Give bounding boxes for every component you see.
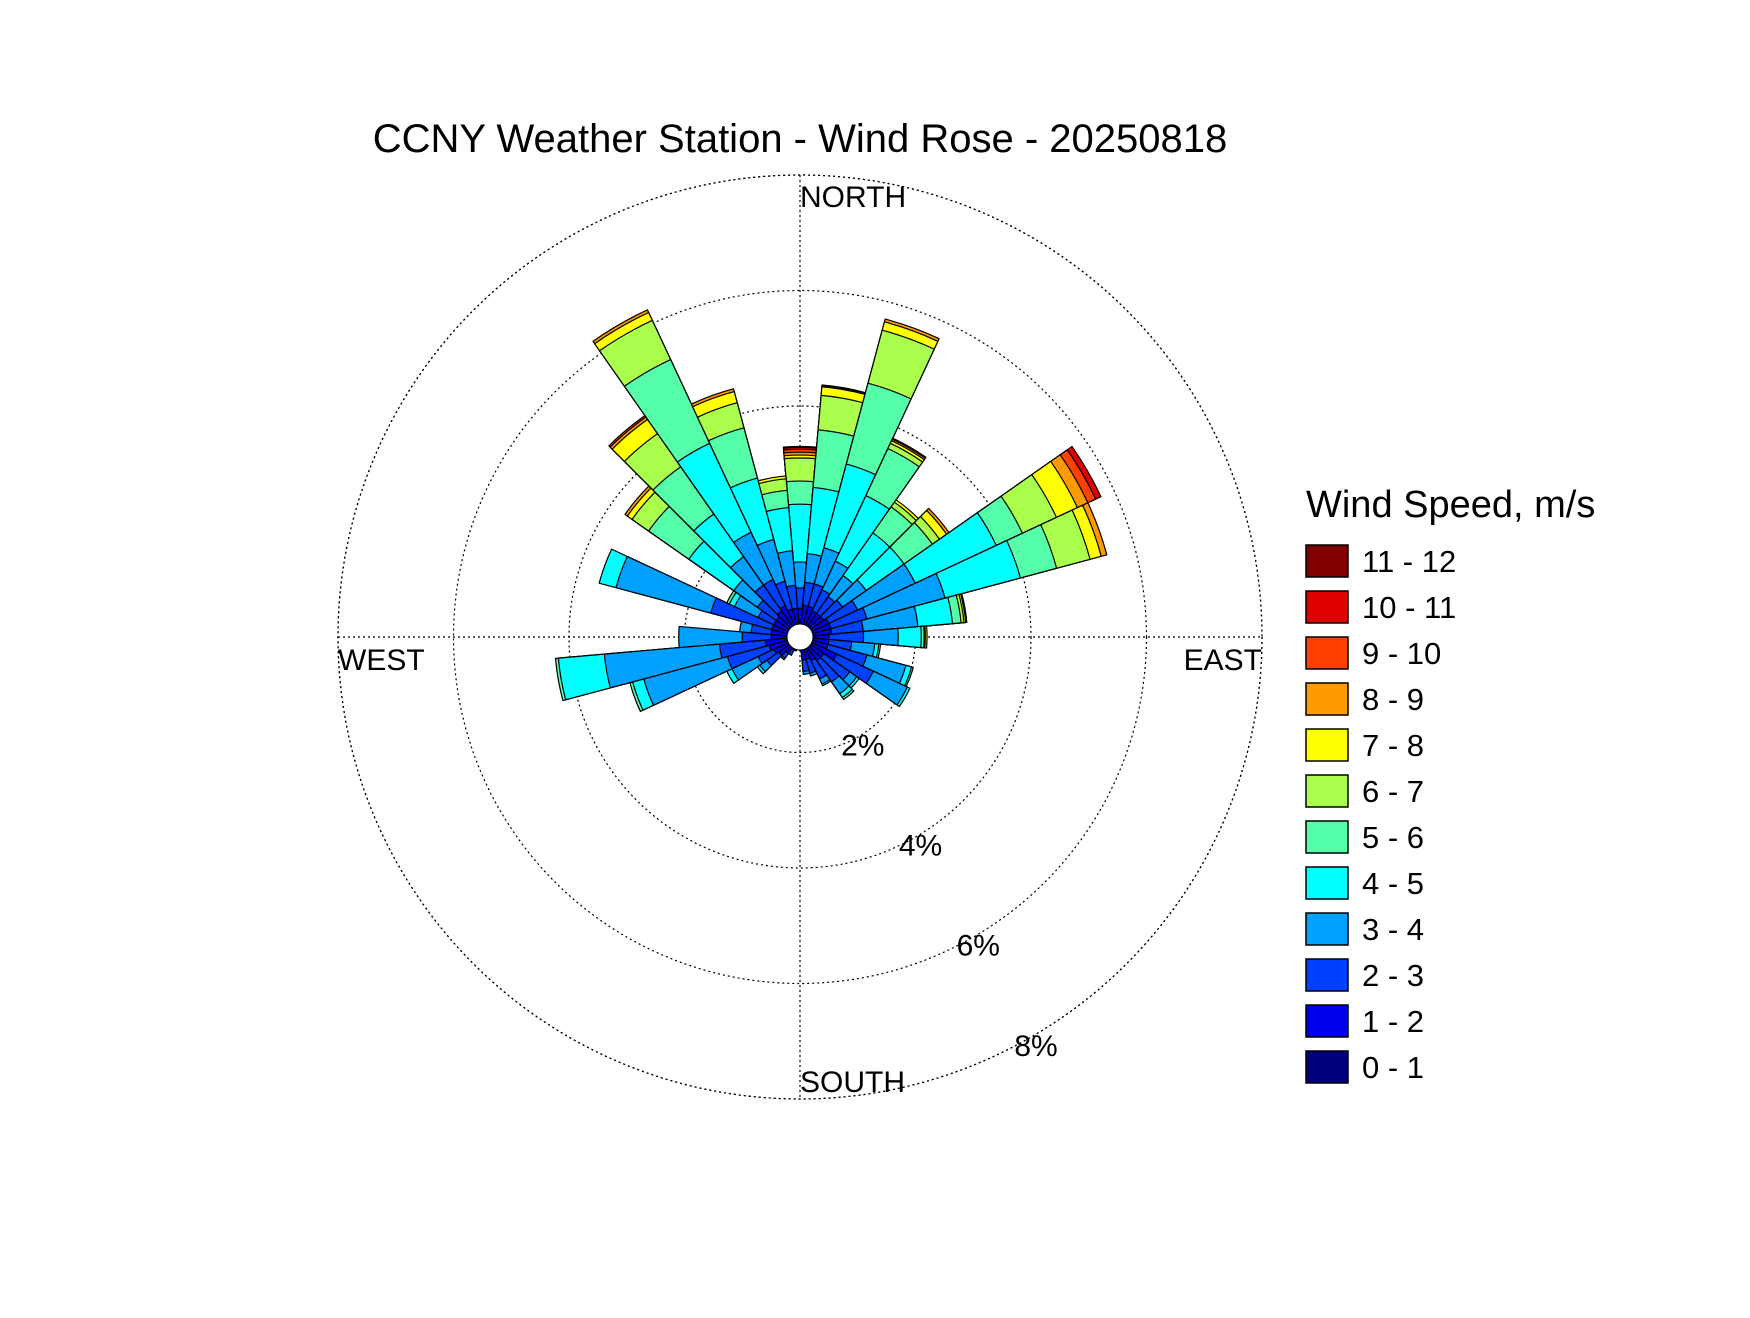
grid-circle (452, 289, 1148, 985)
legend-title: Wind Speed, m/s (1306, 484, 1595, 526)
radial-tick-label: 2% (841, 730, 884, 763)
direction-label-north: NORTH (800, 181, 906, 214)
legend-swatch (1305, 820, 1349, 854)
legend-label: 9 - 10 (1362, 636, 1441, 671)
legend-label: 6 - 7 (1362, 774, 1424, 809)
legend-swatch (1305, 774, 1349, 808)
legend-label: 7 - 8 (1362, 728, 1424, 763)
legend-swatch (1305, 1050, 1349, 1084)
radial-tick-labels: 2% 4% 6% 8% (841, 730, 1058, 1063)
radial-tick-label: 6% (957, 930, 1000, 963)
legend-label: 8 - 9 (1362, 682, 1424, 717)
legend-swatch (1305, 958, 1349, 992)
calm-center-circle (786, 623, 814, 651)
legend-label: 2 - 3 (1362, 958, 1424, 993)
wind-rose-bars (554, 309, 1108, 713)
legend-label: 5 - 6 (1362, 820, 1424, 855)
legend-swatch (1305, 682, 1349, 716)
bar-segment-dir-270-bin-3 (678, 625, 801, 649)
legend-swatch (1305, 1004, 1349, 1038)
direction-label-east: EAST (1184, 644, 1262, 677)
legend-label: 11 - 12 (1362, 544, 1456, 579)
legend-label: 0 - 1 (1362, 1050, 1424, 1085)
chart-title: CCNY Weather Station - Wind Rose - 20250… (373, 117, 1228, 161)
radial-tick-label: 8% (1014, 1030, 1057, 1063)
legend-swatch (1305, 544, 1349, 578)
legend-swatch (1305, 636, 1349, 670)
legend: 11 - 12 10 - 11 9 - 10 8 - 9 7 - 8 6 - 7 5 - 6… (1305, 544, 1456, 1085)
legend-label: 4 - 5 (1362, 866, 1424, 901)
legend-swatch (1305, 866, 1349, 900)
legend-label: 1 - 2 (1362, 1004, 1424, 1039)
legend-swatch (1305, 590, 1349, 624)
legend-swatch (1305, 728, 1349, 762)
direction-label-west: WEST (338, 644, 425, 677)
legend-label: 10 - 11 (1362, 590, 1456, 625)
direction-label-south: SOUTH (800, 1066, 905, 1099)
legend-swatch (1305, 912, 1349, 946)
legend-label: 3 - 4 (1362, 912, 1424, 947)
radial-tick-label: 4% (899, 830, 942, 863)
